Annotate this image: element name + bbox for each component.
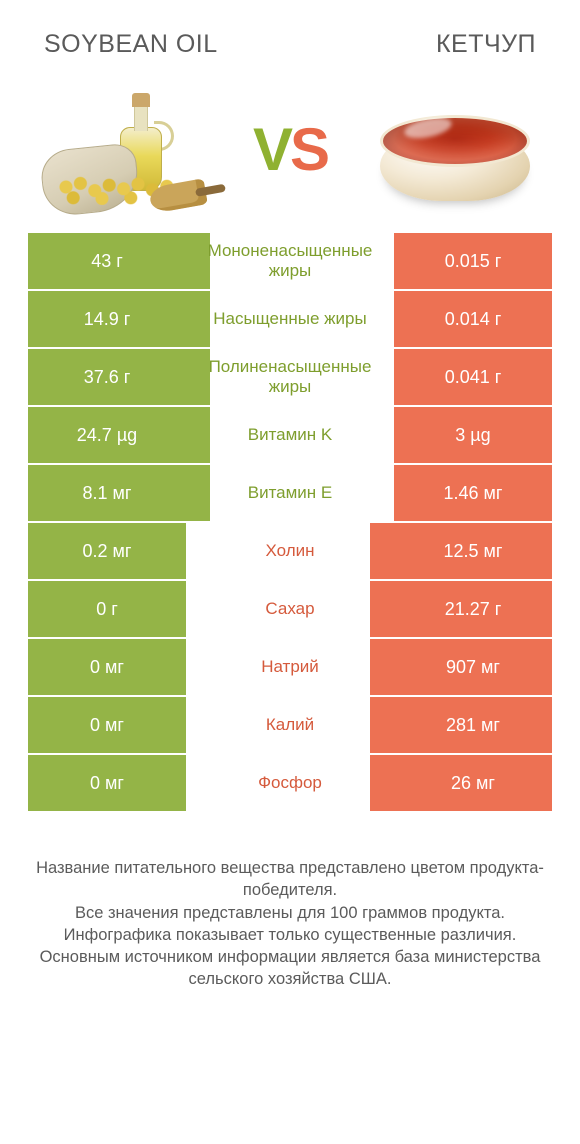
nutrient-label: Холин	[188, 523, 392, 579]
footer-line: Основным источником информации является …	[34, 946, 546, 991]
right-value-cell: 21.27 г	[392, 581, 552, 637]
left-value: 0.2 мг	[83, 541, 132, 562]
left-value-cell: 0 мг	[28, 697, 188, 753]
left-value: 24.7 µg	[77, 425, 137, 446]
right-value: 0.041 г	[445, 367, 502, 388]
table-row: 24.7 µg Витамин K 3 µg	[28, 407, 552, 463]
right-value-cell: 1.46 мг	[392, 465, 552, 521]
right-value: 0.015 г	[445, 251, 502, 272]
left-value-cell: 0 г	[28, 581, 188, 637]
table-row: 37.6 г Полиненасыщенные жиры 0.041 г	[28, 349, 552, 405]
footer-line: Инфографика показывает только существенн…	[34, 924, 546, 946]
table-row: 8.1 мг Витамин E 1.46 мг	[28, 465, 552, 521]
comparison-table: 43 г Мононенасыщенные жиры 0.015 г 14.9 г На…	[0, 233, 580, 811]
vs-s: S	[290, 120, 327, 180]
header: SOYBEAN OIL КЕТЧУП	[0, 0, 580, 77]
right-value: 3 µg	[455, 425, 490, 446]
right-value-cell: 12.5 мг	[392, 523, 552, 579]
table-row: 0 мг Натрий 907 мг	[28, 639, 552, 695]
left-value: 14.9 г	[84, 309, 131, 330]
table-row: 0 мг Фосфор 26 мг	[28, 755, 552, 811]
left-product-image	[40, 85, 210, 215]
footer-line: Все значения представлены для 100 граммо…	[34, 902, 546, 924]
nutrient-label: Сахар	[188, 581, 392, 637]
right-value: 281 мг	[446, 715, 500, 736]
right-value-cell: 907 мг	[392, 639, 552, 695]
left-value-cell: 0.2 мг	[28, 523, 188, 579]
vs-v: V	[253, 120, 290, 180]
footer-line: Название питательного вещества представл…	[34, 857, 546, 902]
nutrient-label: Полиненасыщенные жиры	[188, 349, 392, 405]
hero-row: VS	[0, 77, 580, 233]
left-value: 8.1 мг	[83, 483, 132, 504]
right-value: 907 мг	[446, 657, 500, 678]
ketchup-bowl-illustration	[370, 85, 540, 215]
right-value-cell: 26 мг	[392, 755, 552, 811]
left-value: 0 г	[96, 599, 118, 620]
left-value-cell: 0 мг	[28, 639, 188, 695]
right-value-cell: 0.015 г	[392, 233, 552, 289]
right-value-cell: 281 мг	[392, 697, 552, 753]
table-row: 0 мг Калий 281 мг	[28, 697, 552, 753]
left-value-cell: 24.7 µg	[28, 407, 188, 463]
right-value: 26 мг	[451, 773, 495, 794]
right-value-cell: 0.014 г	[392, 291, 552, 347]
left-value: 37.6 г	[84, 367, 131, 388]
nutrient-label: Витамин E	[188, 465, 392, 521]
nutrient-label: Калий	[188, 697, 392, 753]
left-value: 43 г	[91, 251, 123, 272]
nutrient-label: Натрий	[188, 639, 392, 695]
right-product-image	[370, 85, 540, 215]
left-value-cell: 8.1 мг	[28, 465, 188, 521]
table-row: 43 г Мононенасыщенные жиры 0.015 г	[28, 233, 552, 289]
right-value: 21.27 г	[445, 599, 502, 620]
table-row: 0.2 мг Холин 12.5 мг	[28, 523, 552, 579]
left-value: 0 мг	[90, 657, 124, 678]
right-value: 1.46 мг	[444, 483, 503, 504]
nutrient-label: Фосфор	[188, 755, 392, 811]
left-value-cell: 0 мг	[28, 755, 188, 811]
right-value-cell: 0.041 г	[392, 349, 552, 405]
nutrient-label: Витамин K	[188, 407, 392, 463]
table-row: 0 г Сахар 21.27 г	[28, 581, 552, 637]
ketchup-sauce-icon	[380, 115, 530, 167]
right-product-title: КЕТЧУП	[436, 30, 536, 59]
vs-label: VS	[253, 120, 327, 180]
footer-notes: Название питательного вещества представл…	[0, 811, 580, 991]
right-value: 0.014 г	[445, 309, 502, 330]
table-row: 14.9 г Насыщенные жиры 0.014 г	[28, 291, 552, 347]
nutrient-label: Мононенасыщенные жиры	[188, 233, 392, 289]
soybean-oil-illustration	[40, 85, 210, 215]
right-value-cell: 3 µg	[392, 407, 552, 463]
left-product-title: SOYBEAN OIL	[44, 30, 218, 59]
left-value-cell: 37.6 г	[28, 349, 188, 405]
left-value-cell: 43 г	[28, 233, 188, 289]
right-value: 12.5 мг	[444, 541, 503, 562]
left-value: 0 мг	[90, 773, 124, 794]
left-value: 0 мг	[90, 715, 124, 736]
left-value-cell: 14.9 г	[28, 291, 188, 347]
nutrient-label: Насыщенные жиры	[188, 291, 392, 347]
